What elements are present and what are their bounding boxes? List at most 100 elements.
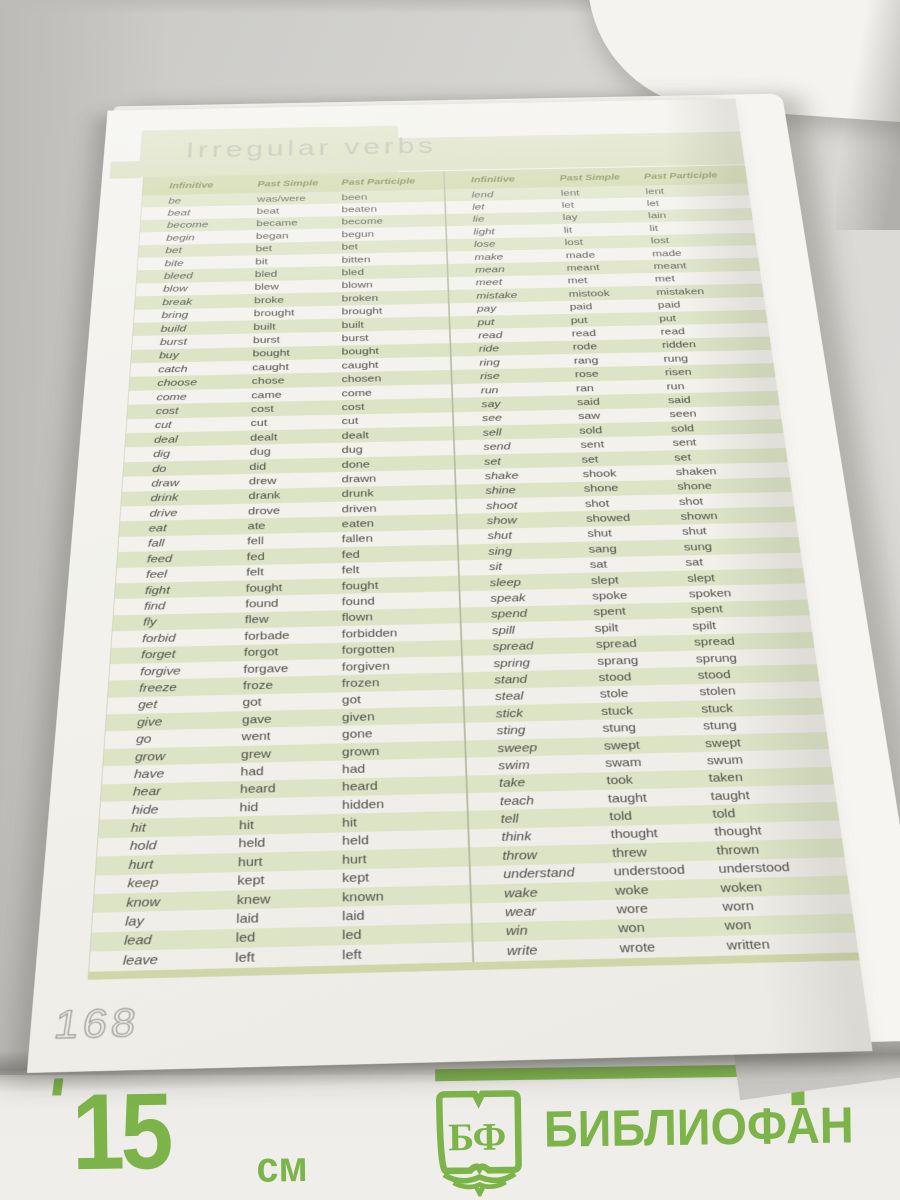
cell-past-participle: broken: [341, 293, 379, 304]
cell-past-participle: risen: [664, 366, 693, 378]
cell-infinitive: break: [162, 296, 193, 308]
cell-infinitive: build: [160, 323, 187, 334]
cell-past-simple: bet: [255, 243, 273, 254]
cell-past-simple: sold: [578, 424, 603, 437]
cell-past-participle: had: [342, 762, 366, 777]
cell-past-simple: felt: [246, 566, 264, 579]
cell-past-simple: cost: [250, 403, 274, 415]
cell-past-participle: got: [342, 693, 361, 707]
cell-past-participle: come: [341, 387, 372, 399]
cell-past-participle: rung: [663, 353, 689, 365]
cell-infinitive: choose: [157, 377, 198, 389]
cell-infinitive: shine: [485, 484, 517, 497]
cell-past-participle: found: [341, 595, 375, 609]
cell-past-participle: taught: [710, 788, 751, 804]
ruler-unit: см: [256, 1142, 309, 1192]
cell-past-simple: stuck: [600, 704, 634, 718]
cell-past-participle: cost: [341, 401, 365, 413]
cell-infinitive: hit: [130, 821, 147, 836]
cell-infinitive: lose: [473, 239, 496, 250]
cell-past-participle: read: [660, 326, 686, 337]
cell-infinitive: steal: [494, 689, 524, 704]
book-page-3d: Irregular verbs Infinitive Past Simple P…: [26, 93, 900, 1073]
cell-past-participle: brought: [341, 306, 383, 317]
cell-past-simple: cut: [250, 417, 268, 429]
cell-past-participle: given: [342, 710, 375, 724]
cell-past-participle: put: [658, 313, 677, 324]
cell-infinitive: forgive: [139, 664, 181, 679]
cell-infinitive: beat: [167, 208, 191, 218]
cell-past-participle: hit: [342, 815, 357, 831]
cell-past-participle: chosen: [341, 373, 382, 385]
cell-past-participle: fought: [341, 579, 379, 593]
cell-infinitive: drive: [149, 507, 178, 520]
cell-past-participle: made: [651, 248, 683, 259]
cell-past-simple: beat: [256, 206, 280, 217]
cell-past-participle: bought: [341, 346, 379, 358]
cell-past-participle: lent: [645, 186, 665, 197]
cell-infinitive: grow: [134, 749, 166, 764]
cell-infinitive: see: [481, 412, 503, 424]
cell-past-participle: drunk: [341, 487, 374, 500]
cell-past-simple: came: [251, 389, 282, 401]
banner-strip-right: [396, 131, 745, 171]
cell-past-simple: went: [241, 729, 271, 744]
cell-infinitive: fall: [147, 537, 165, 550]
irregular-verbs-tables: Infinitive Past Simple Past Participle b…: [88, 165, 858, 972]
cell-past-simple: heard: [239, 782, 276, 797]
cell-infinitive: freeze: [138, 681, 178, 695]
cell-infinitive: draw: [151, 477, 180, 490]
cell-past-simple: met: [567, 275, 588, 286]
cell-infinitive: lie: [472, 214, 485, 225]
cell-past-participle: ridden: [661, 339, 697, 351]
cell-past-simple: made: [565, 250, 596, 261]
cell-past-simple: drank: [248, 489, 281, 502]
cell-past-simple: taught: [607, 791, 648, 806]
cell-past-participle: sung: [683, 540, 713, 554]
cell-infinitive: feel: [145, 568, 168, 581]
cell-infinitive: pay: [476, 303, 497, 315]
cell-past-simple: brought: [253, 307, 295, 319]
cell-infinitive: hide: [131, 802, 159, 818]
cell-past-participle: become: [341, 216, 383, 227]
cell-infinitive: win: [505, 923, 529, 939]
cell-infinitive: sing: [487, 545, 513, 558]
cell-infinitive: take: [498, 776, 526, 791]
cell-past-simple: burst: [252, 334, 281, 346]
cell-past-participle: dug: [341, 444, 363, 456]
cell-past-simple: spoke: [591, 589, 628, 603]
page-title: Irregular verbs: [185, 134, 438, 163]
cell-past-participle: known: [342, 889, 384, 905]
cell-past-simple: meant: [566, 262, 600, 274]
header-past-participle: Past Participle: [341, 176, 416, 187]
cell-past-participle: frozen: [341, 676, 380, 691]
cell-past-simple: dealt: [250, 431, 278, 444]
cell-past-participle: bled: [341, 267, 365, 278]
cell-past-participle: shaken: [675, 465, 718, 478]
cell-past-participle: fed: [341, 548, 360, 561]
cell-infinitive: spring: [493, 656, 531, 670]
cell-infinitive: eat: [148, 522, 168, 535]
cell-past-participle: thrown: [715, 842, 760, 858]
cell-past-participle: let: [646, 198, 660, 209]
cell-past-simple: shot: [584, 497, 610, 510]
cell-past-simple: thought: [610, 826, 659, 842]
cell-infinitive: begin: [165, 232, 196, 243]
cell-past-simple: wrote: [619, 939, 656, 956]
cell-past-simple: forbade: [244, 629, 290, 643]
cell-infinitive: light: [473, 226, 495, 237]
cell-infinitive: hold: [129, 839, 157, 854]
cell-past-simple: saw: [577, 410, 601, 422]
cell-infinitive: meet: [475, 277, 503, 288]
cell-past-participle: laid: [342, 908, 365, 924]
cell-infinitive: do: [152, 462, 167, 475]
cell-infinitive: keep: [127, 875, 159, 892]
cell-infinitive: cost: [155, 405, 179, 417]
cell-past-simple: broke: [254, 294, 285, 306]
cell-infinitive: tell: [500, 812, 520, 827]
cell-past-simple: showed: [585, 512, 631, 525]
cell-past-simple: lost: [564, 237, 584, 248]
book-page: Irregular verbs Infinitive Past Simple P…: [26, 98, 873, 1073]
cell-infinitive: come: [156, 391, 188, 403]
header-past-participle: Past Participle: [643, 170, 718, 181]
